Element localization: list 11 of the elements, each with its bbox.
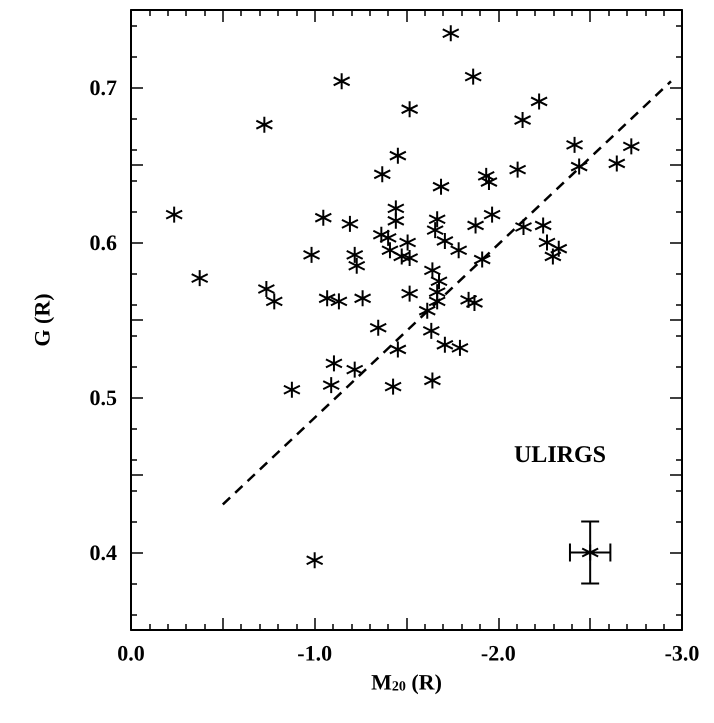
x-tick-label: 0.0 (117, 640, 145, 666)
x-axis-title: M20 (R) (371, 670, 442, 694)
x-tick-label: -3.0 (664, 640, 700, 666)
y-tick-label: 0.5 (90, 385, 117, 410)
y-tick-label: 0.4 (90, 540, 117, 565)
y-tick-label: 0.6 (90, 230, 117, 255)
y-tick-label: 0.7 (90, 75, 117, 100)
annotation: ULIRGS (514, 442, 606, 468)
x-tick-label: -2.0 (480, 640, 516, 666)
y-axis-title: G (R) (30, 293, 54, 347)
x-tick-label: -1.0 (297, 640, 332, 666)
